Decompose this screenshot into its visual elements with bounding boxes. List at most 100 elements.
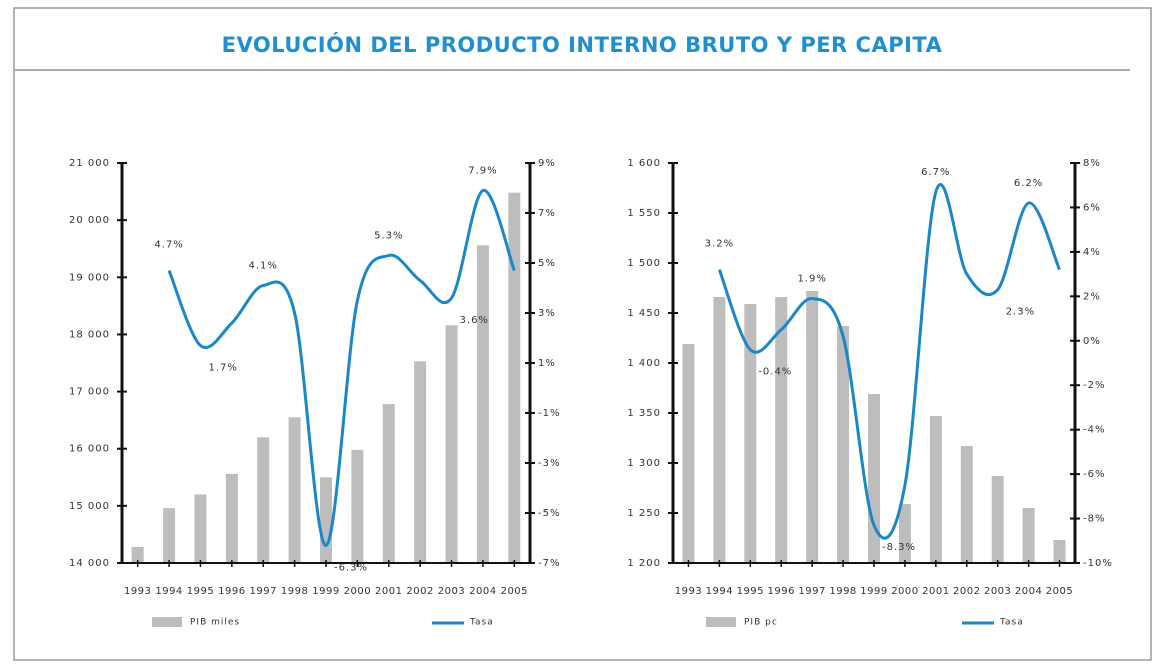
- legend-label: Tasa: [999, 618, 1024, 628]
- bar: [837, 326, 850, 563]
- x-tick-label: 2002: [953, 586, 980, 597]
- bar: [775, 297, 788, 563]
- x-tick-label: 2000: [344, 586, 371, 597]
- bar: [508, 192, 521, 563]
- x-tick-label: 2004: [1015, 586, 1042, 597]
- y-tick-label: 14 000: [69, 558, 110, 569]
- data-label: 6.7%: [921, 167, 950, 178]
- x-tick-label: 2004: [469, 586, 496, 597]
- data-label: 3.2%: [705, 239, 734, 250]
- legend-swatch: [706, 617, 736, 627]
- data-label: 4.1%: [249, 261, 278, 272]
- y2-tick-label: -8%: [1083, 514, 1105, 525]
- data-label: -8.3%: [882, 542, 916, 553]
- y-tick-label: 1 200: [627, 558, 661, 569]
- x-tick-label: 2003: [438, 586, 465, 597]
- bar: [991, 476, 1004, 563]
- y2-tick-label: 0%: [1083, 336, 1101, 347]
- legend-label: PIB pc: [744, 618, 778, 628]
- data-label: 2.3%: [1006, 307, 1035, 318]
- page-title: EVOLUCIÓN DEL PRODUCTO INTERNO BRUTO Y P…: [222, 32, 943, 57]
- bar: [868, 394, 880, 563]
- y2-tick-label: -4%: [1083, 425, 1105, 436]
- data-label: 1.9%: [797, 274, 826, 285]
- y2-tick-label: -10%: [1083, 558, 1113, 569]
- x-tick-label: 1996: [768, 586, 795, 597]
- x-tick-label: 1994: [155, 586, 182, 597]
- line: [717, 183, 1061, 540]
- data-label: 3.6%: [460, 315, 489, 326]
- y-tick-label: 1 450: [627, 308, 661, 319]
- x-tick-label: 1994: [706, 586, 733, 597]
- y-tick-label: 1 400: [627, 358, 661, 369]
- x-tick-label: 1995: [737, 586, 764, 597]
- line: [167, 189, 516, 548]
- y2-tick-label: -7%: [538, 558, 560, 569]
- x-tick-label: 2000: [891, 586, 918, 597]
- x-tick-label: 1997: [798, 586, 825, 597]
- y2-tick-label: 8%: [1083, 158, 1101, 169]
- bar: [320, 477, 332, 563]
- y2-tick-label: 2%: [1083, 291, 1101, 302]
- x-tick-label: 2002: [406, 586, 433, 597]
- bar: [414, 361, 427, 563]
- y-tick-label: 1 350: [627, 408, 661, 419]
- y2-tick-label: -2%: [1083, 380, 1105, 391]
- legend-swatch: [152, 617, 182, 627]
- x-tick-label: 2003: [984, 586, 1011, 597]
- y-tick-label: 19 000: [69, 272, 110, 283]
- bar: [960, 446, 973, 563]
- y-tick-label: 1 600: [627, 158, 661, 169]
- y-tick-label: 1 550: [627, 208, 661, 219]
- y2-tick-label: 9%: [538, 158, 556, 169]
- bar: [1053, 540, 1066, 563]
- y2-tick-label: -6%: [1083, 469, 1105, 480]
- bar: [131, 547, 144, 563]
- x-tick-label: 1998: [829, 586, 856, 597]
- x-tick-label: 2001: [375, 586, 402, 597]
- y2-tick-label: 3%: [538, 308, 556, 319]
- y-tick-label: 17 000: [69, 387, 110, 398]
- bar: [163, 508, 176, 563]
- bar: [713, 297, 726, 563]
- bar: [806, 291, 819, 563]
- y2-tick-label: 7%: [538, 208, 556, 219]
- y2-tick-label: 6%: [1083, 202, 1101, 213]
- bar: [257, 437, 270, 563]
- frame: [13, 7, 1152, 661]
- data-label: 1.7%: [208, 363, 237, 374]
- y-tick-label: 16 000: [69, 444, 110, 455]
- data-label: 5.3%: [374, 231, 403, 242]
- legend-label: Tasa: [469, 618, 494, 628]
- y2-tick-label: 5%: [538, 258, 556, 269]
- y-tick-label: 1 300: [627, 458, 661, 469]
- x-tick-label: 2005: [1046, 586, 1073, 597]
- x-tick-label: 2001: [922, 586, 949, 597]
- y-tick-label: 1 500: [627, 258, 661, 269]
- y-tick-label: 21 000: [69, 158, 110, 169]
- bar: [288, 417, 301, 563]
- x-tick-label: 1999: [312, 586, 339, 597]
- bar: [682, 344, 695, 563]
- bar: [351, 449, 364, 563]
- x-tick-label: 1998: [281, 586, 308, 597]
- bar: [382, 404, 395, 563]
- data-label: 7.9%: [468, 166, 497, 177]
- y2-tick-label: 4%: [1083, 247, 1101, 258]
- data-label: -0.4%: [758, 367, 792, 378]
- x-tick-label: 1993: [124, 586, 151, 597]
- x-tick-label: 1996: [218, 586, 245, 597]
- data-label: 4.7%: [154, 240, 183, 251]
- y2-tick-label: 1%: [538, 358, 556, 369]
- bar: [744, 304, 757, 563]
- data-label: -6.3%: [334, 563, 368, 574]
- bar: [1022, 508, 1035, 563]
- y-tick-label: 1 250: [627, 508, 661, 519]
- y-tick-label: 15 000: [69, 501, 110, 512]
- bar: [194, 494, 207, 563]
- x-tick-label: 1993: [675, 586, 702, 597]
- y2-tick-label: -3%: [538, 458, 560, 469]
- y2-tick-label: -1%: [538, 408, 560, 419]
- x-tick-label: 1995: [187, 586, 214, 597]
